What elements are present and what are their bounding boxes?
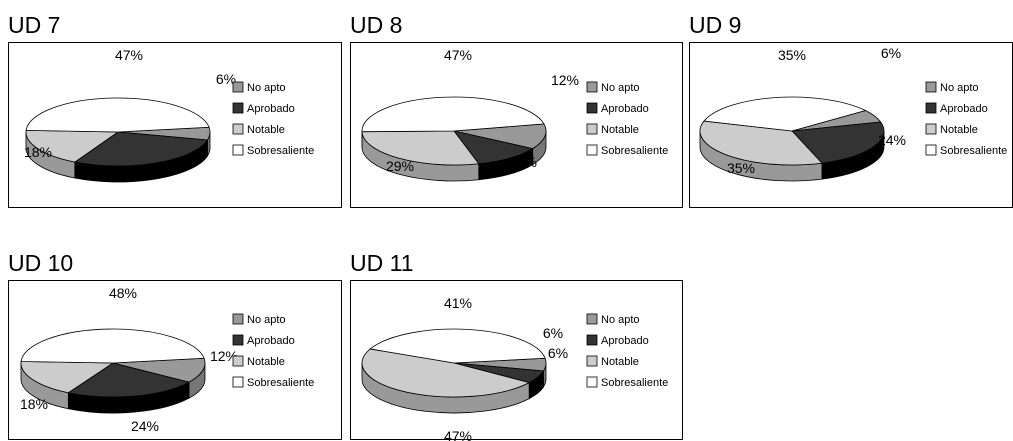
value-label-aprobado: 6% xyxy=(548,345,568,361)
chart-title: UD 9 xyxy=(689,12,741,38)
legend: No apto Aprobado Notable Sobresaliente xyxy=(587,82,668,157)
pie-slice-sobresaliente xyxy=(26,98,209,132)
value-label-aprobado: 24% xyxy=(131,418,159,434)
legend-swatch-no-apto xyxy=(926,82,936,92)
legend-swatch-notable xyxy=(926,124,936,134)
legend-label-sobresaliente: Sobresaliente xyxy=(601,377,668,389)
value-label-sobresaliente: 47% xyxy=(444,47,472,63)
legend: No apto Aprobado Notable Sobresaliente xyxy=(587,314,668,389)
legend-label-sobresaliente: Sobresaliente xyxy=(247,145,314,157)
legend: No apto Aprobado Notable Sobresaliente xyxy=(233,314,314,389)
legend-label-no-apto: No apto xyxy=(601,314,640,326)
chart-title: UD 10 xyxy=(8,250,73,276)
pie-chart-ud8: 12% 12% 29% 47% No apto Aprobado Notable Sobres… xyxy=(351,43,684,209)
chart-title: UD 7 xyxy=(8,12,60,38)
legend-swatch-aprobado xyxy=(587,335,597,345)
pie-top xyxy=(700,97,884,165)
value-label-notable: 18% xyxy=(24,144,52,160)
legend-label-notable: Notable xyxy=(247,356,285,368)
legend-label-no-apto: No apto xyxy=(247,82,286,94)
legend-swatch-no-apto xyxy=(587,82,597,92)
pie-chart-ud11: 6% 6% 47% 41% No apto Aprobado Notable Sobresal… xyxy=(351,281,684,441)
legend-label-no-apto: No apto xyxy=(247,314,286,326)
legend-label-sobresaliente: Sobresaliente xyxy=(247,377,314,389)
value-label-no-apto: 6% xyxy=(543,325,563,341)
chart-frame: 6% 24% 35% 35% No apto Aprobado Notable Sobresa… xyxy=(689,42,1013,208)
value-label-aprobado: 29% xyxy=(158,158,186,174)
pie-chart-ud10: 12%24%18%48%No aptoAprobadoNotableSobres… xyxy=(9,281,343,441)
value-label-notable: 18% xyxy=(20,396,48,412)
legend-swatch-sobresaliente xyxy=(587,377,597,387)
value-label-sobresaliente: 35% xyxy=(778,47,806,63)
pie-slice-sobresaliente xyxy=(21,329,204,363)
legend-swatch-notable xyxy=(587,124,597,134)
pie-chart-ud7: 6%29%18%47%No aptoAprobadoNotableSobresa… xyxy=(9,43,343,209)
legend-label-no-apto: No apto xyxy=(940,82,979,94)
legend-swatch-aprobado xyxy=(233,335,243,345)
legend-label-sobresaliente: Sobresaliente xyxy=(940,145,1007,157)
legend-label-sobresaliente: Sobresaliente xyxy=(601,145,668,157)
legend-swatch-no-apto xyxy=(233,314,243,324)
value-label-no-apto: 6% xyxy=(881,45,901,61)
legend-swatch-sobresaliente xyxy=(587,145,597,155)
legend-label-no-apto: No apto xyxy=(601,82,640,94)
value-label-notable: 35% xyxy=(727,160,755,176)
legend-label-notable: Notable xyxy=(601,356,639,368)
legend-swatch-aprobado xyxy=(587,103,597,113)
legend: No apto Aprobado Notable Sobresaliente xyxy=(926,82,1007,157)
legend-swatch-notable xyxy=(233,356,243,366)
legend-label-aprobado: Aprobado xyxy=(247,335,295,347)
pie-chart-ud9: 6% 24% 35% 35% No apto Aprobado Notable Sobresa… xyxy=(690,43,1013,209)
value-label-notable: 29% xyxy=(386,158,414,174)
value-label-notable: 47% xyxy=(444,428,472,441)
value-label-sobresaliente: 47% xyxy=(115,47,143,63)
value-label-sobresaliente: 41% xyxy=(444,295,472,311)
legend-swatch-no-apto xyxy=(233,82,243,92)
legend: No apto Aprobado Notable Sobresaliente xyxy=(233,82,314,157)
pie-top xyxy=(21,329,205,397)
legend-label-notable: Notable xyxy=(601,124,639,136)
chart-frame: 6% 6% 47% 41% No apto Aprobado Notable Sobresal… xyxy=(350,280,683,440)
legend-swatch-sobresaliente xyxy=(926,145,936,155)
value-label-no-apto: 12% xyxy=(551,72,579,88)
legend-swatch-aprobado xyxy=(233,103,243,113)
pie-top xyxy=(362,329,546,397)
legend-swatch-sobresaliente xyxy=(233,377,243,387)
chart-frame: 12% 12% 29% 47% No apto Aprobado Notable Sobres… xyxy=(350,42,683,208)
chart-title: UD 11 xyxy=(350,250,414,276)
legend-swatch-notable xyxy=(587,356,597,366)
legend-label-aprobado: Aprobado xyxy=(601,103,649,115)
legend-swatch-notable xyxy=(233,124,243,134)
legend-label-aprobado: Aprobado xyxy=(247,103,295,115)
legend-swatch-sobresaliente xyxy=(233,145,243,155)
value-label-sobresaliente: 48% xyxy=(109,285,137,301)
pie-top xyxy=(26,98,210,166)
chart-title: UD 8 xyxy=(350,12,402,38)
legend-label-notable: Notable xyxy=(940,124,978,136)
legend-label-aprobado: Aprobado xyxy=(940,103,988,115)
legend-swatch-aprobado xyxy=(926,103,936,113)
value-label-aprobado: 12% xyxy=(509,154,537,170)
legend-label-aprobado: Aprobado xyxy=(601,335,649,347)
legend-label-notable: Notable xyxy=(247,124,285,136)
value-label-aprobado: 24% xyxy=(878,132,906,148)
legend-swatch-no-apto xyxy=(587,314,597,324)
